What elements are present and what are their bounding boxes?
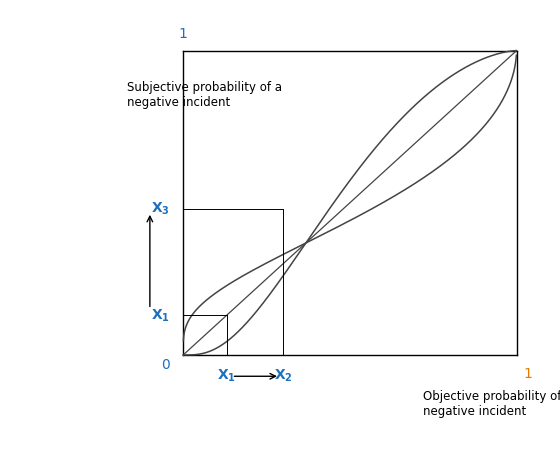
Text: 0: 0 (161, 358, 170, 372)
Text: 1: 1 (523, 367, 532, 381)
Text: $\mathbf{X_1}$: $\mathbf{X_1}$ (217, 367, 236, 384)
Text: Subjective probability of a
negative incident: Subjective probability of a negative inc… (127, 81, 282, 109)
Text: $\mathbf{X_1}$: $\mathbf{X_1}$ (151, 307, 170, 324)
Text: 1: 1 (179, 27, 188, 41)
Text: $\mathbf{X_3}$: $\mathbf{X_3}$ (151, 201, 170, 217)
Text: Objective probability of a
negative incident: Objective probability of a negative inci… (423, 390, 560, 418)
Text: $\mathbf{X_2}$: $\mathbf{X_2}$ (274, 367, 292, 384)
